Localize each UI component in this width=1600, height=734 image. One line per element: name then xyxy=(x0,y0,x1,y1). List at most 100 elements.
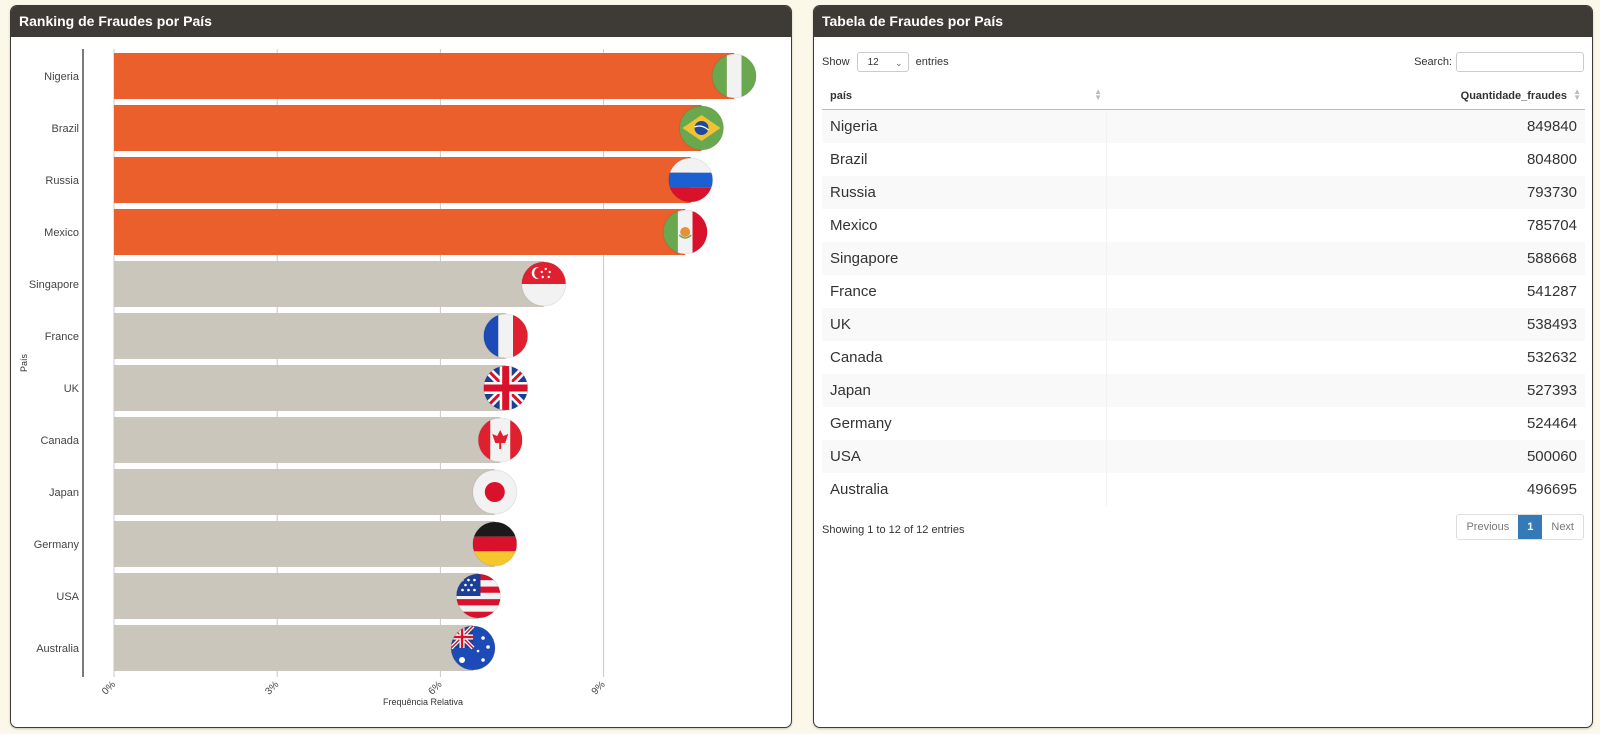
table-panel: Tabela de Fraudes por País Show 12 ⌄ entr… xyxy=(813,5,1593,728)
table-row: France 541287 xyxy=(822,275,1585,308)
y-tick-label: Australia xyxy=(36,643,80,655)
table-row: Canada 532632 xyxy=(822,341,1585,374)
cell-pais: Australia xyxy=(822,473,1107,506)
cell-quantidade: 804800 xyxy=(1106,143,1585,176)
cell-quantidade: 541287 xyxy=(1106,275,1585,308)
y-axis-title: País xyxy=(19,353,29,372)
table-row: UK 538493 xyxy=(822,308,1585,341)
bar-australia xyxy=(114,625,474,671)
cell-pais: Brazil xyxy=(822,143,1107,176)
x-tick-label: 0% xyxy=(100,679,118,697)
usa-flag-icon xyxy=(455,573,501,619)
next-button[interactable]: Next xyxy=(1551,521,1574,533)
bar-france xyxy=(114,313,506,359)
cell-pais: UK xyxy=(822,308,1107,341)
russia-flag-icon xyxy=(668,157,714,203)
show-label: Show xyxy=(822,56,850,68)
y-tick-label: Germany xyxy=(34,539,80,551)
y-tick-label: Russia xyxy=(45,175,80,187)
bar-nigeria xyxy=(114,53,735,99)
bar-canada xyxy=(114,417,501,463)
nigeria-flag-icon xyxy=(711,53,757,99)
mexico-flag-icon xyxy=(662,209,708,255)
y-tick-label: Mexico xyxy=(44,227,79,239)
table-row: Nigeria 849840 xyxy=(822,109,1585,143)
cell-pais: Germany xyxy=(822,407,1107,440)
cell-quantidade: 500060 xyxy=(1106,440,1585,473)
table-row: Mexico 785704 xyxy=(822,209,1585,242)
bar-japan xyxy=(114,469,495,515)
table-controls: Show 12 ⌄ entries Search: xyxy=(822,51,1584,73)
pagination: Previous 1 Next xyxy=(1456,514,1584,540)
x-axis-title: Frequência Relativa xyxy=(383,697,463,707)
cell-pais: USA xyxy=(822,440,1107,473)
bar-usa xyxy=(114,573,479,619)
cell-pais: Russia xyxy=(822,176,1107,209)
table-panel-title: Tabela de Fraudes por País xyxy=(814,6,1592,37)
page-length-value: 12 xyxy=(867,57,879,69)
table-row: Singapore 588668 xyxy=(822,242,1585,275)
cell-quantidade: 527393 xyxy=(1106,374,1585,407)
x-tick-label: 3% xyxy=(263,679,281,697)
chevron-down-icon: ⌄ xyxy=(895,58,903,69)
table-row: Japan 527393 xyxy=(822,374,1585,407)
cell-quantidade: 849840 xyxy=(1106,109,1585,143)
search-input[interactable] xyxy=(1456,52,1584,73)
cell-pais: Canada xyxy=(822,341,1107,374)
bar-uk xyxy=(114,365,506,411)
bar-mexico xyxy=(114,209,686,255)
y-tick-label: UK xyxy=(64,383,80,395)
cell-pais: Japan xyxy=(822,374,1107,407)
australia-flag-icon xyxy=(450,625,496,671)
table-row: Australia 496695 xyxy=(822,473,1585,506)
entries-label: entries xyxy=(915,56,949,68)
page-length-control: Show 12 ⌄ entries xyxy=(822,51,949,73)
sort-icon: ▲ ▼ xyxy=(1094,87,1102,102)
cell-quantidade: 793730 xyxy=(1106,176,1585,209)
fraud-ranking-chart: Nigeria Brazil Russia Mexico Singapore France… xyxy=(19,49,757,707)
table-body: Nigeria 849840 Brazil 804800 Russia 793730 Mex… xyxy=(822,109,1585,506)
x-tick-label: 6% xyxy=(427,679,445,697)
previous-button[interactable]: Previous xyxy=(1466,521,1510,533)
cell-pais: Mexico xyxy=(822,209,1107,242)
ranking-panel-title: Ranking de Fraudes por País xyxy=(11,6,791,37)
y-tick-label: Brazil xyxy=(51,123,79,135)
uk-flag-icon xyxy=(483,365,529,411)
japan-flag-icon xyxy=(472,469,518,515)
sort-icon: ▲ ▼ xyxy=(1573,87,1581,102)
table-info: Showing 1 to 12 of 12 entries xyxy=(822,524,965,536)
y-tick-label: Singapore xyxy=(29,279,79,291)
search-control: Search: xyxy=(1414,51,1584,73)
column-header-pais[interactable]: país ▲ ▼ xyxy=(822,82,1106,110)
y-tick-label: Nigeria xyxy=(44,71,80,83)
singapore-flag-icon xyxy=(521,261,567,307)
page-1-button[interactable]: 1 xyxy=(1518,515,1543,539)
cell-quantidade: 588668 xyxy=(1106,242,1585,275)
ranking-panel: Ranking de Fraudes por País Nigeria Brazi… xyxy=(10,5,792,728)
y-tick-label: France xyxy=(45,331,79,343)
bar-singapore xyxy=(114,261,544,307)
brazil-flag-icon xyxy=(679,105,725,151)
y-tick-label: Japan xyxy=(49,487,79,499)
table-row: Russia 793730 xyxy=(822,176,1585,209)
cell-quantidade: 524464 xyxy=(1106,407,1585,440)
table-header-row: país ▲ ▼ Quantidade_fraudes ▲ ▼ xyxy=(822,82,1585,110)
cell-quantidade: 532632 xyxy=(1106,341,1585,374)
cell-pais: Nigeria xyxy=(822,109,1107,143)
bar-germany xyxy=(114,521,495,567)
table-row: Germany 524464 xyxy=(822,407,1585,440)
bar-russia xyxy=(114,157,691,203)
fraud-table: país ▲ ▼ Quantidade_fraudes ▲ ▼ Nigeria 84984… xyxy=(822,82,1585,506)
page-length-select[interactable]: 12 ⌄ xyxy=(856,52,909,73)
cell-pais: Singapore xyxy=(822,242,1107,275)
cell-quantidade: 785704 xyxy=(1106,209,1585,242)
y-tick-label: USA xyxy=(56,591,79,603)
cell-pais: France xyxy=(822,275,1107,308)
germany-flag-icon xyxy=(472,521,518,567)
cell-quantidade: 538493 xyxy=(1106,308,1585,341)
search-label: Search: xyxy=(1414,56,1452,68)
column-header-quantidade[interactable]: Quantidade_fraudes ▲ ▼ xyxy=(1106,82,1585,110)
canada-flag-icon xyxy=(477,417,523,463)
cell-quantidade: 496695 xyxy=(1106,473,1585,506)
table-row: USA 500060 xyxy=(822,440,1585,473)
